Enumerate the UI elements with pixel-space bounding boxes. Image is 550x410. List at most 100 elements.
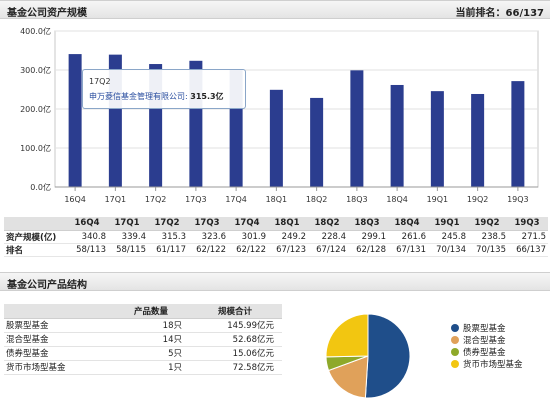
x-tick-label: 18Q1 [266, 195, 288, 204]
tooltip-content: 申万菱信基金管理有限公司: 315.3亿 [89, 89, 239, 104]
fund-type-name: 股票型基金 [4, 318, 114, 333]
x-tick-label: 19Q3 [507, 195, 529, 204]
history-period-header: 17Q1 [108, 217, 148, 231]
x-tick-label: 17Q4 [225, 195, 247, 204]
bar-19Q1[interactable] [430, 91, 444, 187]
legend-item[interactable]: 股票型基金 [451, 323, 523, 335]
structure-header-corner [4, 304, 114, 319]
x-tick-label: 18Q3 [346, 195, 368, 204]
bar-16Q4[interactable] [68, 54, 82, 187]
fund-count: 14只 [114, 332, 188, 347]
chart-tooltip: 17Q2 申万菱信基金管理有限公司: 315.3亿 [82, 69, 246, 109]
y-tick-label: 300.0亿 [20, 65, 51, 75]
legend-label: 货币市场型基金 [463, 360, 523, 370]
scale-cell: 323.6 [188, 230, 228, 244]
x-tick-label: 18Q4 [386, 195, 408, 204]
rank-cell: 70/135 [468, 243, 508, 257]
x-tick-label: 18Q2 [306, 195, 328, 204]
history-period-header: 18Q2 [308, 217, 348, 231]
legend-label: 债券型基金 [463, 348, 506, 358]
legend-label: 股票型基金 [463, 324, 506, 334]
scale-cell: 299.1 [348, 230, 388, 244]
x-tick-label: 16Q4 [64, 195, 86, 204]
scale-cell: 228.4 [308, 230, 348, 244]
scale-cell: 249.2 [268, 230, 308, 244]
bar-19Q2[interactable] [471, 93, 485, 187]
rank-cell: 67/123 [268, 243, 308, 257]
fund-scale: 15.06亿元 [188, 346, 282, 361]
legend-item[interactable]: 货币市场型基金 [451, 359, 523, 371]
pie-slice-3[interactable] [325, 313, 369, 358]
bar-19Q3[interactable] [511, 81, 525, 187]
history-table-corner [4, 217, 68, 231]
structure-row: 货币市场型基金 1只 72.58亿元 [4, 360, 282, 375]
asset-scale-header: 基金公司资产规模 当前排名：66/137 [0, 0, 550, 19]
rank-cell: 66/137 [508, 243, 548, 257]
x-tick-label: 19Q2 [467, 195, 489, 204]
scale-cell: 340.8 [68, 230, 108, 244]
fund-scale: 72.58亿元 [188, 360, 282, 375]
history-period-header: 17Q2 [148, 217, 188, 231]
scale-cell: 301.9 [228, 230, 268, 244]
history-period-header: 18Q3 [348, 217, 388, 231]
structure-row: 债券型基金 5只 15.06亿元 [4, 346, 282, 361]
rank-cell: 62/122 [188, 243, 228, 257]
history-period-header: 17Q4 [228, 217, 268, 231]
asset-scale-chart: 0.0亿 100.0亿 200.0亿 300.0亿 400.0亿 16Q4 17Q1 17Q2… [0, 24, 550, 214]
scale-cell: 271.5 [508, 230, 548, 244]
legend-item[interactable]: 债券型基金 [451, 347, 523, 359]
structure-row: 股票型基金 18只 145.99亿元 [4, 318, 282, 333]
bar-18Q3[interactable] [350, 70, 364, 187]
fund-type-name: 债券型基金 [4, 346, 114, 361]
history-period-header: 19Q3 [508, 217, 548, 231]
scale-cell: 315.3 [148, 230, 188, 244]
rank-cell: 67/124 [308, 243, 348, 257]
history-row-label: 排名 [4, 243, 68, 257]
fund-type-name: 货币市场型基金 [4, 360, 114, 375]
pie-slice-0[interactable] [364, 313, 411, 399]
y-tick-label: 100.0亿 [20, 143, 51, 153]
legend-dot [451, 336, 459, 344]
tooltip-company: 申万菱信基金管理有限公司: [89, 92, 188, 101]
fund-count: 5只 [114, 346, 188, 361]
tooltip-period: 17Q2 [89, 77, 111, 86]
history-table-header: 16Q4 17Q1 17Q2 17Q3 17Q4 18Q1 18Q2 18Q3 18Q4 19Q1… [4, 217, 548, 231]
history-period-header: 17Q3 [188, 217, 228, 231]
pie-slice-1[interactable] [327, 355, 369, 399]
asset-scale-title: 基金公司资产规模 [7, 8, 87, 19]
legend-dot [451, 360, 459, 368]
product-structure-table: 产品数量 规模合计 股票型基金 18只 145.99亿元 混合型基金 14只 5… [4, 304, 282, 375]
x-tick-label: 17Q2 [145, 195, 167, 204]
structure-table-header: 产品数量 规模合计 [4, 304, 282, 319]
fund-count: 1只 [114, 360, 188, 375]
product-structure-pie [325, 313, 411, 399]
product-structure-header: 基金公司产品结构 [0, 272, 550, 291]
structure-header-count: 产品数量 [114, 304, 188, 319]
scale-cell: 339.4 [108, 230, 148, 244]
legend-item[interactable]: 混合型基金 [451, 335, 523, 347]
history-period-header: 19Q1 [428, 217, 468, 231]
structure-header-scale: 规模合计 [188, 304, 282, 319]
history-row-rank: 排名 58/113 58/115 61/117 62/122 62/122 67/123 6… [4, 243, 548, 257]
legend-dot [451, 324, 459, 332]
x-tick-label: 17Q1 [105, 195, 127, 204]
product-structure-title: 基金公司产品结构 [7, 280, 87, 291]
fund-type-name: 混合型基金 [4, 332, 114, 347]
rank-cell: 61/117 [148, 243, 188, 257]
rank-cell: 70/134 [428, 243, 468, 257]
structure-row: 混合型基金 14只 52.68亿元 [4, 332, 282, 347]
rank-cell: 62/128 [348, 243, 388, 257]
legend-label: 混合型基金 [463, 336, 506, 346]
y-tick-label: 400.0亿 [20, 26, 51, 36]
current-rank: 当前排名：66/137 [455, 8, 544, 19]
rank-cell: 62/122 [228, 243, 268, 257]
bar-18Q1[interactable] [269, 89, 283, 187]
bar-18Q4[interactable] [390, 84, 404, 187]
scale-cell: 261.6 [388, 230, 428, 244]
y-tick-label: 0.0亿 [30, 182, 51, 192]
rank-cell: 67/131 [388, 243, 428, 257]
history-row-scale: 资产规模(亿) 340.8 339.4 315.3 323.6 301.9 249.2 22… [4, 230, 548, 244]
rank-cell: 58/113 [68, 243, 108, 257]
bar-18Q2[interactable] [310, 97, 324, 187]
pie-legend: 股票型基金 混合型基金 债券型基金 货币市场型基金 [451, 323, 523, 371]
